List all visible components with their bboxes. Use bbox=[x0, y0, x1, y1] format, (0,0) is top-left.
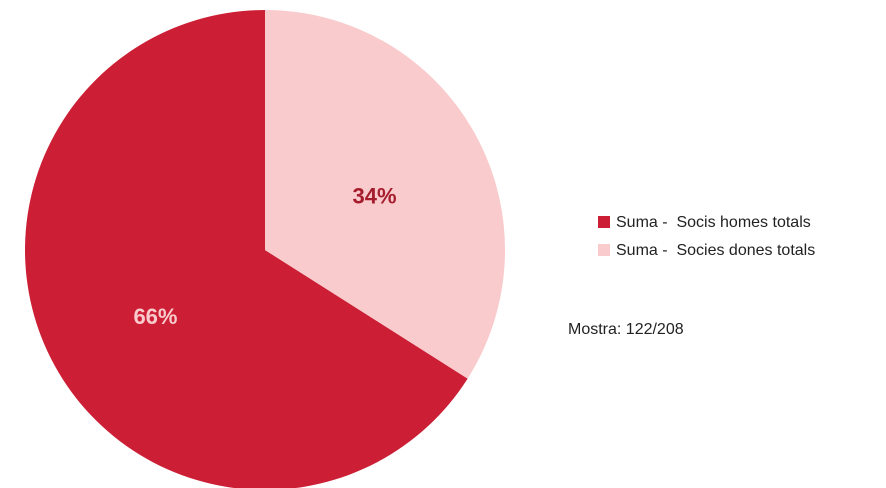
slice-label: 66% bbox=[133, 304, 177, 329]
legend-swatch bbox=[598, 216, 610, 228]
slice-label: 34% bbox=[353, 184, 397, 209]
legend-label: Suma - Socis homes totals bbox=[616, 214, 811, 231]
annotation: Mostra: 122/208 bbox=[568, 321, 684, 338]
pie-slice bbox=[265, 10, 506, 379]
pie-slice bbox=[25, 10, 468, 488]
legend-swatch bbox=[598, 244, 610, 256]
legend-label: Suma - Socies dones totals bbox=[616, 242, 815, 259]
